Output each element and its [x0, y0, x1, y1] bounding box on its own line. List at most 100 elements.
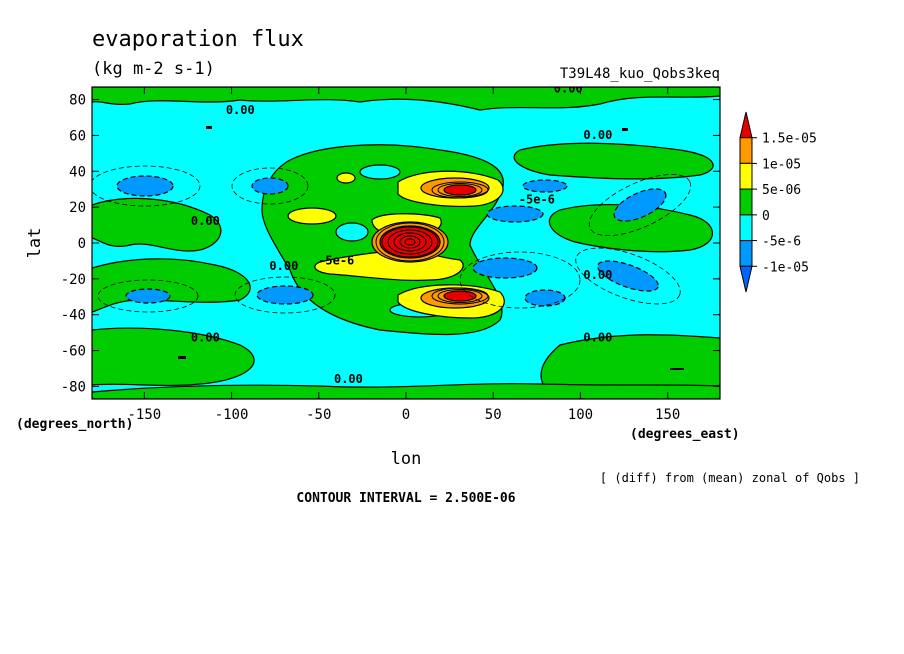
y-axis-title: lat	[25, 228, 45, 259]
red-south	[443, 290, 477, 302]
small-mark	[622, 128, 628, 131]
x-tick-label: -100	[215, 407, 249, 423]
small-mark	[178, 356, 186, 359]
run-label: T39L48_kuo_Qobs3keq	[560, 66, 720, 82]
contour-label: 0.00	[191, 214, 220, 228]
blue-nw-2	[251, 177, 289, 195]
equatorial-contour-rings	[375, 181, 489, 305]
ring	[393, 232, 427, 252]
y-tick-label: -60	[61, 344, 86, 360]
ring	[431, 287, 489, 305]
ring	[381, 226, 439, 258]
ring	[387, 229, 433, 255]
y-tick-label: -80	[61, 379, 86, 395]
ring	[375, 222, 445, 262]
y-tick-label: 60	[69, 128, 86, 144]
dashed-contour	[97, 279, 199, 313]
contour-label: 0.00	[226, 103, 255, 117]
blue-se-2	[524, 289, 566, 307]
y-tick-label: -20	[61, 272, 86, 288]
green-south-west	[92, 327, 255, 387]
red-north	[443, 184, 477, 196]
blue-sw-2	[256, 285, 314, 305]
contour-label: 0.00	[334, 372, 363, 386]
red-equatorial	[379, 225, 441, 259]
green-north-polar	[92, 87, 720, 111]
x-unit-label: (degrees_east)	[630, 427, 740, 442]
yellow-west-patch	[287, 207, 337, 225]
dashed-contour	[234, 276, 336, 314]
contour-label: -5e-6	[519, 193, 555, 207]
ring	[404, 238, 416, 246]
x-axis-title: lon	[391, 449, 422, 469]
legend-label: -1e-05	[762, 260, 809, 275]
contour-label: 0.00	[583, 268, 612, 282]
dashed-contour	[231, 167, 309, 205]
y-tick-label: 80	[69, 93, 86, 109]
legend-label: -5e-6	[762, 235, 801, 250]
blue-ne-1	[486, 205, 544, 223]
blue-se-1	[472, 257, 538, 279]
contour-labels: 0.00 0.00 0.00 0.00 0.00 -5e-6 -5e-6 0.00 0.00 0.…	[191, 81, 612, 386]
legend-swatch	[739, 111, 753, 139]
legend-swatch	[739, 265, 753, 293]
contour-label: -5e-6	[318, 254, 354, 268]
legend-swatch	[739, 240, 753, 267]
y-tick-label: 0	[78, 236, 86, 252]
y-unit-label: (degrees_north)	[16, 417, 133, 432]
chart-title: evaporation flux	[92, 27, 304, 52]
green-west-north	[92, 197, 222, 252]
legend-label: 0	[762, 209, 770, 224]
y-axis-ticks: 80 60 40 20 0 -20 -40 -60 -80	[61, 93, 720, 395]
x-tick-label: 0	[402, 407, 410, 423]
dashed-contour	[92, 165, 201, 207]
legend-swatch	[739, 188, 753, 216]
dashed-contour	[575, 247, 681, 305]
x-tick-label: 50	[485, 407, 502, 423]
contour-label: 0.00	[583, 128, 612, 142]
diff-note: [ (diff) from (mean) zonal of Qobs ]	[600, 471, 860, 485]
contour-label: 0.00	[269, 259, 298, 273]
ring	[399, 235, 421, 249]
contour-interval: CONTOUR INTERVAL = 2.500E-06	[296, 491, 515, 506]
x-tick-label: 150	[655, 407, 680, 423]
small-mark	[670, 368, 684, 370]
contour-label: 0.00	[191, 331, 220, 345]
blue-ne-2	[522, 179, 568, 193]
ring	[437, 183, 483, 197]
contour-label: 0.00	[554, 81, 583, 95]
blue-sw-1	[125, 288, 171, 304]
yellow-north-patch	[336, 172, 356, 184]
x-tick-label: 100	[568, 407, 593, 423]
x-tick-label: -150	[127, 407, 161, 423]
small-marks	[178, 126, 684, 370]
units-label: (kg m-2 s-1)	[92, 59, 215, 79]
small-mark	[206, 126, 212, 129]
green-south-polar	[92, 383, 720, 399]
dashed-contour	[588, 173, 692, 237]
legend-swatch	[739, 214, 753, 242]
x-axis-ticks: -150 -100 -50 0 50 100 150	[127, 87, 680, 423]
x-tick-label: -50	[306, 407, 331, 423]
cyan-patch-3	[359, 164, 401, 180]
color-legend: 1.5e-05 1e-05 5e-06 0 -5e-6 -1e-05	[739, 111, 817, 293]
y-tick-label: 40	[69, 164, 86, 180]
ring	[437, 289, 483, 303]
legend-swatch	[739, 137, 753, 164]
legend-label: 5e-06	[762, 183, 801, 198]
plot-area: 0.00 0.00 0.00 0.00 0.00 -5e-6 -5e-6 0.00 0.00 0.…	[92, 81, 720, 399]
y-tick-label: 20	[69, 200, 86, 216]
legend-label: 1e-05	[762, 157, 801, 172]
blue-ne-3	[613, 188, 667, 222]
blue-se-3	[597, 260, 659, 292]
green-east-mid	[513, 142, 714, 180]
y-tick-label: -40	[61, 308, 86, 324]
contour-label: 0.00	[583, 331, 612, 345]
legend-swatch	[739, 162, 753, 190]
cyan-patch-1	[335, 222, 369, 242]
legend-label: 1.5e-05	[762, 132, 817, 147]
dashed-contour	[459, 251, 581, 309]
negative-contours	[92, 165, 692, 314]
ring	[431, 181, 489, 199]
